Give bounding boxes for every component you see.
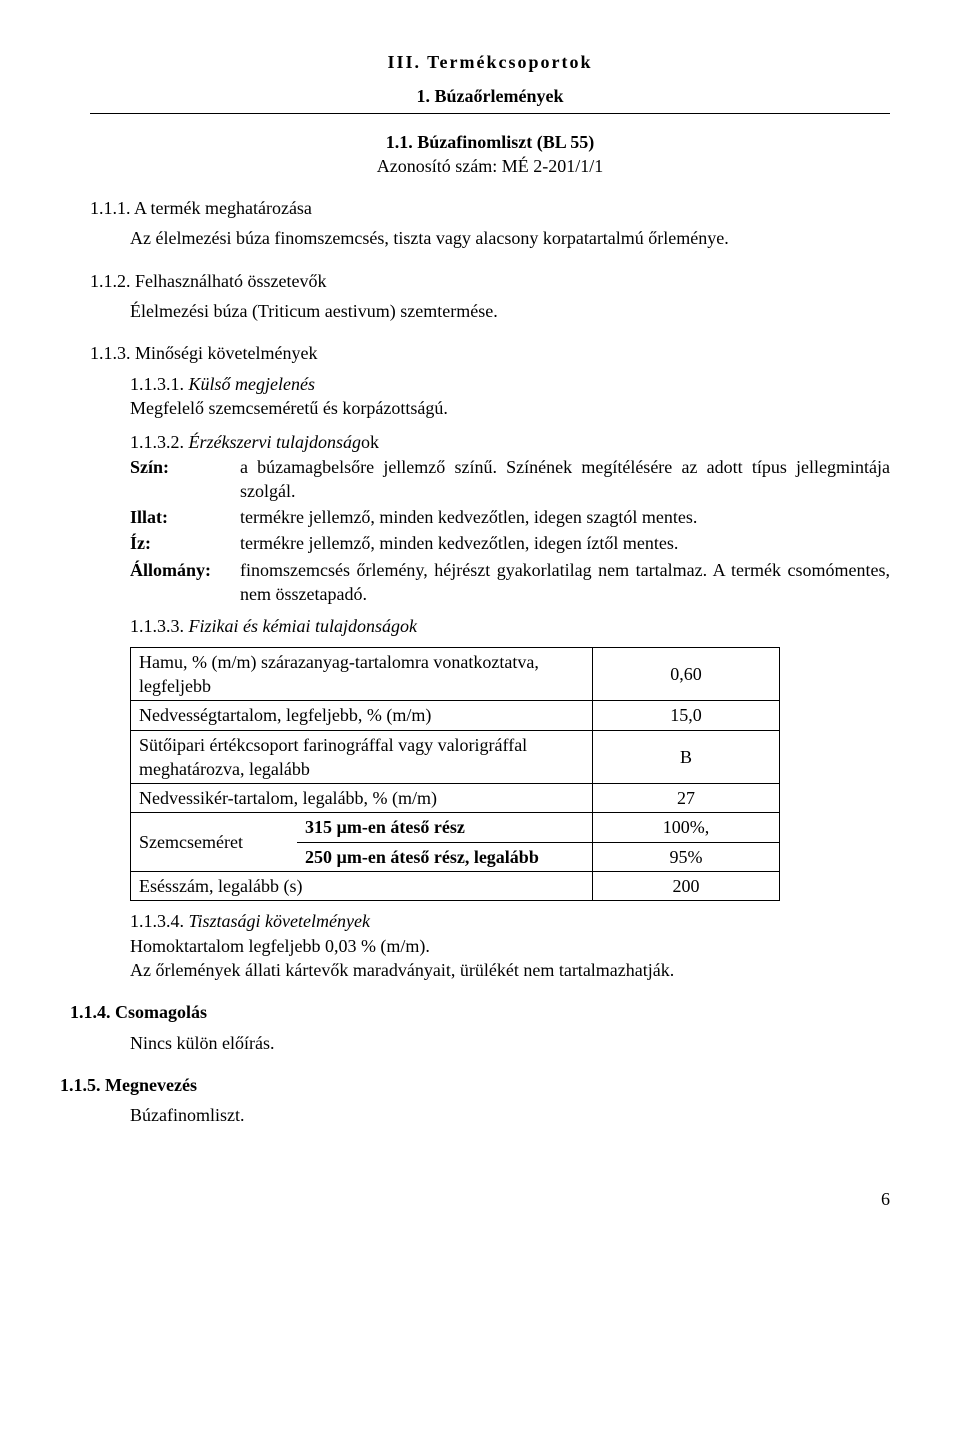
s33-title: Fizikai és kémiai tulajdonságok bbox=[189, 616, 417, 636]
s34-title: Tisztasági követelmények bbox=[189, 911, 370, 931]
s32-heading: 1.1.3.2. Érzékszervi tulajdonságok bbox=[130, 430, 890, 454]
item-title: 1.1. Búzafinomliszt (BL 55) bbox=[90, 130, 890, 154]
prop-row-szin: Szín: a búzamagbelsőre jellemző színű. S… bbox=[130, 455, 890, 504]
param-cell: Esésszám, legalább (s) bbox=[131, 872, 593, 901]
param-text: 250 µm-en áteső rész, legalább bbox=[305, 847, 539, 867]
s5-text: Búzafinomliszt. bbox=[130, 1103, 890, 1127]
prop-row-iz: Íz: termékre jellemző, minden kedvezőtle… bbox=[130, 531, 890, 555]
page-number: 6 bbox=[90, 1187, 890, 1211]
table-row: Esésszám, legalább (s) 200 bbox=[131, 872, 780, 901]
param-cell: 315 µm-en áteső rész bbox=[297, 813, 593, 842]
s32-suffix: ok bbox=[361, 432, 379, 452]
value-cell: 0,60 bbox=[593, 647, 780, 701]
s34-block: 1.1.3.4. Tisztasági követelmények Homokt… bbox=[130, 909, 890, 982]
s3-heading: 1.1.3. Minőségi követelmények bbox=[90, 341, 890, 365]
s32-title: Érzékszervi tulajdonság bbox=[189, 432, 362, 452]
value-cell: B bbox=[593, 730, 780, 784]
table-row: Nedvességtartalom, legfeljebb, % (m/m) 1… bbox=[131, 701, 780, 730]
param-cell: Nedvessikér-tartalom, legalább, % (m/m) bbox=[131, 784, 593, 813]
table-row: Nedvessikér-tartalom, legalább, % (m/m) … bbox=[131, 784, 780, 813]
param-cell: 250 µm-en áteső rész, legalább bbox=[297, 842, 593, 871]
s1-heading: 1.1.1. A termék meghatározása bbox=[90, 196, 890, 220]
value-cell: 15,0 bbox=[593, 701, 780, 730]
value-cell: 27 bbox=[593, 784, 780, 813]
table-row: Hamu, % (m/m) szárazanyag-tartalomra von… bbox=[131, 647, 780, 701]
s4-text: Nincs külön előírás. bbox=[130, 1031, 890, 1055]
s31-text: Megfelelő szemcseméretű és korpázottságú… bbox=[130, 398, 448, 418]
szemcsemeret-label: Szemcseméret bbox=[131, 813, 298, 872]
table-row: Szemcseméret 315 µm-en áteső rész 100%, bbox=[131, 813, 780, 842]
s31-title: Külső megjelenés bbox=[189, 374, 315, 394]
s2-text: Élelmezési búza (Triticum aestivum) szem… bbox=[130, 299, 890, 323]
s34-num: 1.1.3.4. bbox=[130, 911, 189, 931]
s1-text: Az élelmezési búza finomszemcsés, tiszta… bbox=[130, 226, 890, 250]
prop-label: Szín: bbox=[130, 455, 240, 504]
section-sub-title: 1. Búzaőrlemények bbox=[90, 84, 890, 113]
prop-label: Állomány: bbox=[130, 558, 240, 607]
prop-value: finomszemcsés őrlemény, héjrészt gyakorl… bbox=[240, 558, 890, 607]
prop-value: a búzamagbelsőre jellemző színű. Színéne… bbox=[240, 455, 890, 504]
prop-label: Illat: bbox=[130, 505, 240, 529]
prop-row-allomany: Állomány: finomszemcsés őrlemény, héjrés… bbox=[130, 558, 890, 607]
s34-line2: Az őrlemények állati kártevők maradványa… bbox=[130, 960, 674, 980]
item-id: Azonosító szám: MÉ 2-201/1/1 bbox=[90, 154, 890, 178]
param-cell: Hamu, % (m/m) szárazanyag-tartalomra von… bbox=[131, 647, 593, 701]
s34-line1: Homoktartalom legfeljebb 0,03 % (m/m). bbox=[130, 936, 430, 956]
physchem-table: Hamu, % (m/m) szárazanyag-tartalomra von… bbox=[130, 647, 780, 902]
value-cell: 200 bbox=[593, 872, 780, 901]
s32-props: Szín: a búzamagbelsőre jellemző színű. S… bbox=[130, 455, 890, 607]
param-cell: Sütőipari értékcsoport farinográffal vag… bbox=[131, 730, 593, 784]
prop-value: termékre jellemző, minden kedvezőtlen, i… bbox=[240, 531, 890, 555]
prop-row-illat: Illat: termékre jellemző, minden kedvező… bbox=[130, 505, 890, 529]
s32-num: 1.1.3.2. bbox=[130, 432, 189, 452]
section-main-title: III. Termékcsoportok bbox=[90, 50, 890, 74]
s2-heading: 1.1.2. Felhasználható összetevők bbox=[90, 269, 890, 293]
s4-heading: 1.1.4. Csomagolás bbox=[70, 1000, 890, 1024]
table-row: Sütőipari értékcsoport farinográffal vag… bbox=[131, 730, 780, 784]
s33-num: 1.1.3.3. bbox=[130, 616, 189, 636]
s31-heading: 1.1.3.1. Külső megjelenés Megfelelő szem… bbox=[130, 372, 890, 421]
value-cell: 95% bbox=[593, 842, 780, 871]
prop-value: termékre jellemző, minden kedvezőtlen, i… bbox=[240, 505, 890, 529]
param-cell: Nedvességtartalom, legfeljebb, % (m/m) bbox=[131, 701, 593, 730]
prop-label: Íz: bbox=[130, 531, 240, 555]
s5-heading: 1.1.5. Megnevezés bbox=[60, 1073, 890, 1097]
s33-heading: 1.1.3.3. Fizikai és kémiai tulajdonságok bbox=[130, 614, 890, 638]
s31-num: 1.1.3.1. bbox=[130, 374, 189, 394]
value-cell: 100%, bbox=[593, 813, 780, 842]
